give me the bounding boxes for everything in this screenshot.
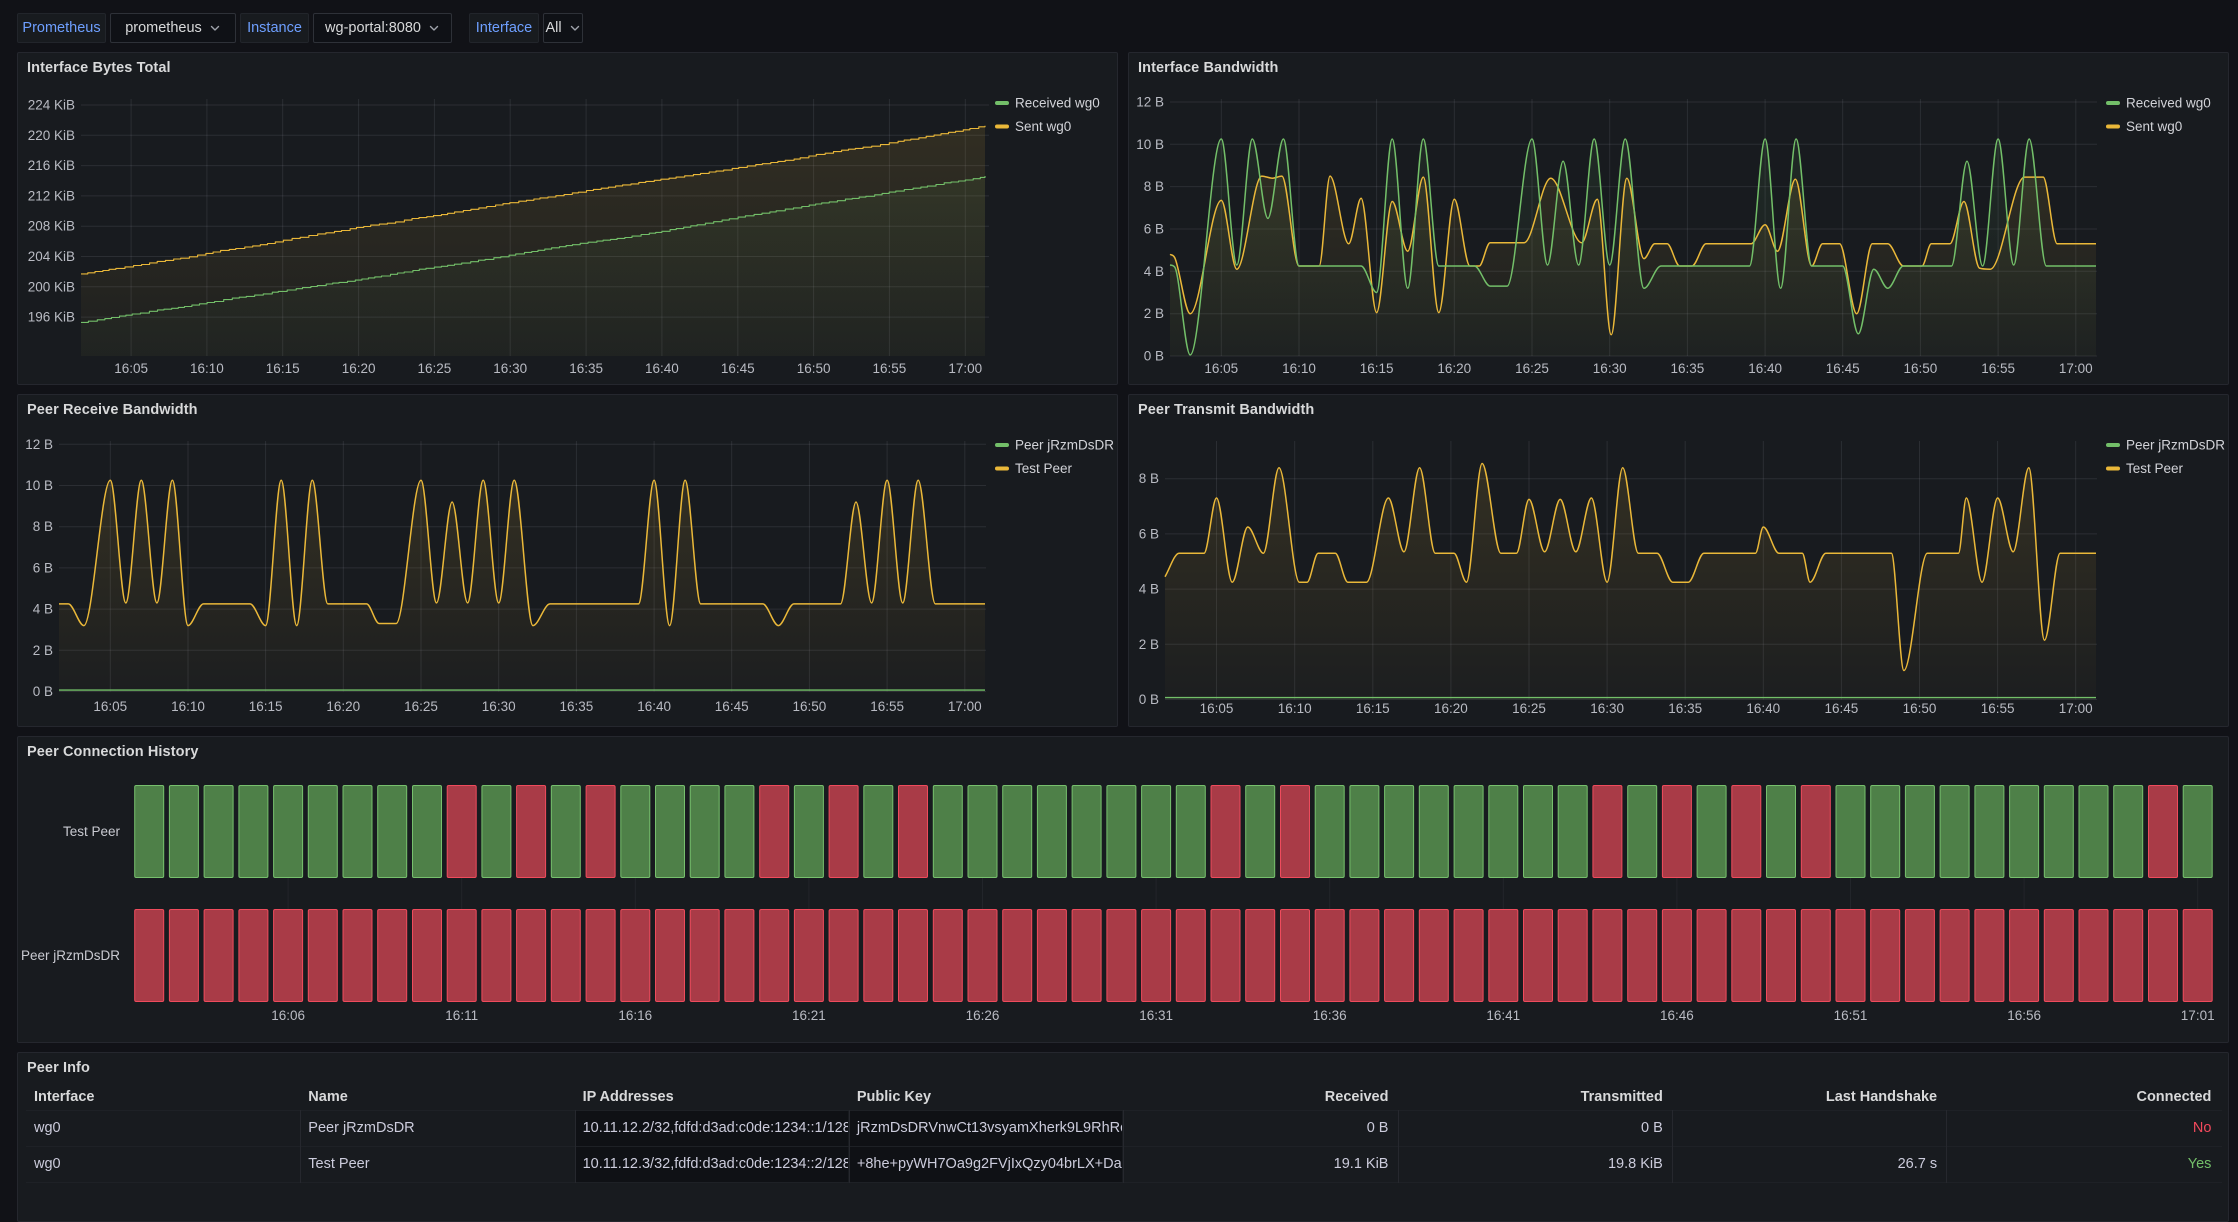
svg-text:16:11: 16:11 [445, 1008, 478, 1023]
svg-text:16:05: 16:05 [93, 699, 127, 714]
svg-text:16:56: 16:56 [2007, 1008, 2041, 1023]
svg-text:16:45: 16:45 [1825, 701, 1859, 716]
svg-text:16:15: 16:15 [249, 699, 283, 714]
svg-text:2 B: 2 B [1139, 637, 1159, 652]
svg-text:16:31: 16:31 [1139, 1008, 1173, 1023]
svg-text:16:36: 16:36 [1313, 1008, 1347, 1023]
svg-text:16:15: 16:15 [1356, 701, 1390, 716]
svg-text:224 KiB: 224 KiB [28, 98, 75, 113]
svg-text:16:25: 16:25 [1512, 701, 1546, 716]
svg-text:16:55: 16:55 [1981, 701, 2015, 716]
svg-text:12 B: 12 B [25, 437, 53, 452]
svg-text:16:35: 16:35 [1671, 361, 1705, 376]
svg-text:204 KiB: 204 KiB [28, 249, 75, 264]
svg-text:Peer jRzmDsDR: Peer jRzmDsDR [2126, 438, 2225, 453]
svg-text:16:10: 16:10 [1278, 701, 1312, 716]
svg-text:4 B: 4 B [33, 602, 53, 617]
svg-text:17:00: 17:00 [2059, 361, 2093, 376]
svg-text:2 B: 2 B [1144, 306, 1164, 321]
svg-text:16:45: 16:45 [721, 361, 755, 376]
svg-text:16:05: 16:05 [1200, 701, 1234, 716]
svg-text:Sent wg0: Sent wg0 [1015, 119, 1071, 134]
svg-text:16:20: 16:20 [1434, 701, 1468, 716]
svg-text:0 B: 0 B [1139, 692, 1159, 707]
svg-text:208 KiB: 208 KiB [28, 219, 75, 234]
svg-text:196 KiB: 196 KiB [28, 310, 75, 325]
svg-text:8 B: 8 B [33, 519, 53, 534]
svg-text:16:40: 16:40 [645, 361, 679, 376]
svg-text:4 B: 4 B [1139, 582, 1159, 597]
svg-text:16:10: 16:10 [171, 699, 205, 714]
svg-text:16:55: 16:55 [873, 361, 907, 376]
svg-text:Test Peer: Test Peer [1015, 461, 1073, 476]
svg-text:16:30: 16:30 [1590, 701, 1624, 716]
svg-text:Sent wg0: Sent wg0 [2126, 119, 2182, 134]
svg-text:6 B: 6 B [1139, 526, 1159, 541]
svg-text:16:26: 16:26 [966, 1008, 1000, 1023]
svg-text:16:10: 16:10 [190, 361, 224, 376]
svg-text:6 B: 6 B [1144, 222, 1164, 237]
svg-text:16:30: 16:30 [482, 699, 516, 714]
svg-text:2 B: 2 B [33, 643, 53, 658]
svg-text:17:01: 17:01 [2181, 1008, 2215, 1023]
svg-text:8 B: 8 B [1139, 471, 1159, 486]
svg-text:16:20: 16:20 [342, 361, 376, 376]
svg-text:16:30: 16:30 [1593, 361, 1627, 376]
svg-text:16:06: 16:06 [271, 1008, 305, 1023]
svg-text:8 B: 8 B [1144, 179, 1164, 194]
svg-text:220 KiB: 220 KiB [28, 128, 75, 143]
svg-text:17:00: 17:00 [948, 361, 982, 376]
svg-text:16:50: 16:50 [797, 361, 831, 376]
svg-text:16:25: 16:25 [1515, 361, 1549, 376]
svg-text:212 KiB: 212 KiB [28, 188, 75, 203]
svg-text:16:50: 16:50 [793, 699, 827, 714]
svg-text:16:45: 16:45 [1826, 361, 1860, 376]
svg-text:Test Peer: Test Peer [2126, 461, 2184, 476]
svg-text:Test Peer: Test Peer [63, 824, 121, 839]
svg-text:16:45: 16:45 [715, 699, 749, 714]
svg-text:16:35: 16:35 [1668, 701, 1702, 716]
svg-text:Peer jRzmDsDR: Peer jRzmDsDR [21, 948, 120, 963]
svg-text:16:25: 16:25 [404, 699, 438, 714]
svg-text:16:40: 16:40 [1746, 701, 1780, 716]
svg-text:0 B: 0 B [1144, 349, 1164, 364]
svg-text:10 B: 10 B [1136, 137, 1164, 152]
svg-text:16:21: 16:21 [792, 1008, 826, 1023]
svg-text:16:35: 16:35 [560, 699, 594, 714]
svg-text:Peer jRzmDsDR: Peer jRzmDsDR [1015, 438, 1114, 453]
svg-text:16:40: 16:40 [1748, 361, 1782, 376]
svg-text:17:00: 17:00 [2059, 701, 2093, 716]
svg-text:16:35: 16:35 [569, 361, 603, 376]
svg-text:16:55: 16:55 [870, 699, 904, 714]
svg-text:12 B: 12 B [1136, 95, 1164, 110]
svg-text:16:05: 16:05 [1204, 361, 1238, 376]
svg-text:16:51: 16:51 [1834, 1008, 1868, 1023]
svg-text:16:15: 16:15 [266, 361, 300, 376]
svg-text:200 KiB: 200 KiB [28, 279, 75, 294]
svg-text:16:15: 16:15 [1360, 361, 1394, 376]
svg-text:4 B: 4 B [1144, 264, 1164, 279]
svg-text:16:20: 16:20 [1437, 361, 1471, 376]
svg-text:16:50: 16:50 [1903, 701, 1937, 716]
svg-text:16:41: 16:41 [1486, 1008, 1520, 1023]
svg-text:16:25: 16:25 [418, 361, 452, 376]
svg-text:10 B: 10 B [25, 478, 53, 493]
svg-text:16:20: 16:20 [326, 699, 360, 714]
svg-text:Received wg0: Received wg0 [1015, 96, 1100, 111]
svg-text:16:10: 16:10 [1282, 361, 1316, 376]
svg-text:16:40: 16:40 [637, 699, 671, 714]
svg-text:16:16: 16:16 [618, 1008, 652, 1023]
svg-text:16:50: 16:50 [1904, 361, 1938, 376]
svg-text:6 B: 6 B [33, 560, 53, 575]
svg-text:Received wg0: Received wg0 [2126, 96, 2211, 111]
svg-text:16:46: 16:46 [1660, 1008, 1694, 1023]
svg-text:0 B: 0 B [33, 684, 53, 699]
svg-text:17:00: 17:00 [948, 699, 982, 714]
svg-text:16:30: 16:30 [493, 361, 527, 376]
svg-text:16:55: 16:55 [1981, 361, 2015, 376]
svg-text:216 KiB: 216 KiB [28, 158, 75, 173]
svg-text:16:05: 16:05 [114, 361, 148, 376]
